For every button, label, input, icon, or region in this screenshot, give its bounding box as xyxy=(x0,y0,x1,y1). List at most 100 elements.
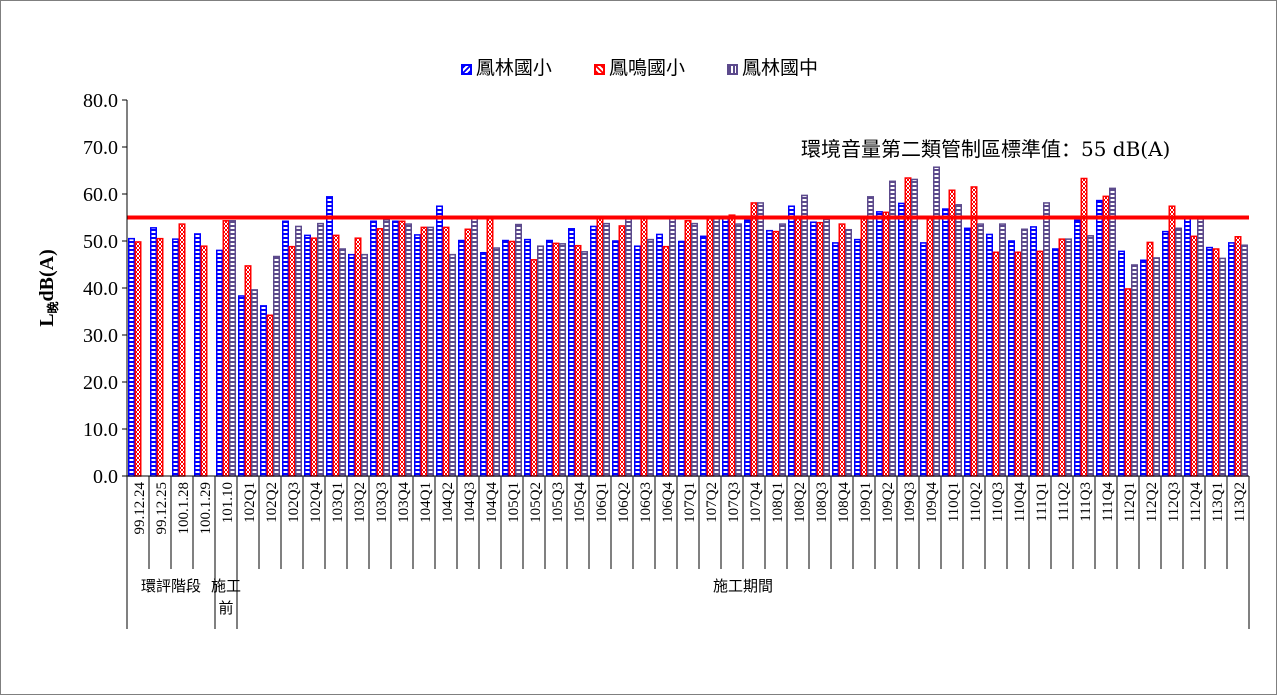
bar-series-3-106Q2 xyxy=(625,218,632,477)
legend-label-series-2: 鳳鳴國小 xyxy=(608,57,685,79)
x-tick-label-108Q1: 108Q1 xyxy=(770,482,786,523)
x-tick-label-102Q1: 102Q1 xyxy=(242,482,258,523)
bar-series-2-110Q3 xyxy=(992,251,1000,477)
legend: 鳳林國小 鳳鳴國小 鳳林國中 xyxy=(1,53,1277,80)
bar-series-1-111Q3 xyxy=(1074,219,1081,477)
x-tick-label-105Q4: 105Q4 xyxy=(572,482,588,523)
x-tick-label-109Q1: 109Q1 xyxy=(858,482,874,523)
y-tick-label-0: 0.0 xyxy=(93,466,118,488)
bar-series-3-107Q4 xyxy=(757,202,764,477)
bar-series-3-104Q2 xyxy=(449,253,456,477)
x-tick-label-99.12.25: 99.12.25 xyxy=(154,482,170,535)
bar-series-1-111Q2 xyxy=(1052,248,1059,477)
legend-item-series-2: 鳳鳴國小 xyxy=(593,53,685,80)
bar-series-3-109Q3 xyxy=(911,178,918,477)
x-tick-label-113Q2: 113Q2 xyxy=(1232,482,1248,522)
bar-series-3-102Q1 xyxy=(251,289,258,477)
bar-series-1-112Q4 xyxy=(1184,216,1191,477)
bar-series-3-110Q3 xyxy=(999,223,1006,477)
legend-swatch-series-3 xyxy=(727,64,739,75)
bar-series-2-109Q1 xyxy=(860,218,868,477)
bar-series-2-109Q2 xyxy=(882,211,890,477)
bar-series-2-107Q4 xyxy=(750,202,758,477)
x-tick-label-102Q3: 102Q3 xyxy=(286,482,302,523)
x-tick-label-107Q3: 107Q3 xyxy=(726,482,742,523)
x-tick-label-105Q2: 105Q2 xyxy=(528,482,544,523)
y-tick-label-3: 30.0 xyxy=(83,325,118,347)
bar-series-3-111Q1 xyxy=(1043,202,1050,477)
bar-series-1-109Q1 xyxy=(854,238,861,477)
bar-series-1-107Q4 xyxy=(744,219,751,477)
x-tick-label-107Q1: 107Q1 xyxy=(682,482,698,523)
bar-series-2-99.12.24 xyxy=(134,241,142,477)
y-axis-label-unit: dB(A) xyxy=(36,249,58,301)
bar-series-3-110Q4 xyxy=(1021,228,1028,477)
bar-series-1-104Q4 xyxy=(480,252,487,477)
bar-series-2-108Q2 xyxy=(794,215,802,477)
bar-series-3-103Q1 xyxy=(339,248,346,477)
bar-series-1-110Q2 xyxy=(964,227,971,477)
bar-series-2-112Q2 xyxy=(1146,241,1154,477)
bar-series-2-108Q4 xyxy=(838,223,846,477)
bar-series-1-112Q3 xyxy=(1162,230,1169,477)
y-tick-label-8: 80.0 xyxy=(83,90,118,112)
x-tick-label-112Q2: 112Q2 xyxy=(1144,482,1160,522)
bar-series-2-113Q1 xyxy=(1212,248,1220,477)
bar-series-3-113Q2 xyxy=(1241,244,1248,477)
bar-series-3-111Q2 xyxy=(1065,238,1072,477)
bar-series-1-109Q4 xyxy=(920,242,927,477)
bar-series-3-113Q1 xyxy=(1219,257,1226,477)
x-tick-label-109Q3: 109Q3 xyxy=(902,482,918,523)
bar-series-2-105Q3 xyxy=(552,242,560,477)
bar-series-2-106Q2 xyxy=(618,225,626,477)
x-tick-label-102Q4: 102Q4 xyxy=(308,482,324,523)
bar-series-1-105Q2 xyxy=(524,238,531,477)
reference-line-label: 環境音量第二類管制區標準值：55 dB(A) xyxy=(801,137,1171,161)
bar-series-2-113Q2 xyxy=(1234,236,1242,477)
bar-series-1-102Q1 xyxy=(238,295,245,477)
bar-series-2-112Q4 xyxy=(1190,235,1198,477)
bar-series-1-105Q3 xyxy=(546,239,553,477)
bar-series-1-108Q3 xyxy=(810,221,817,477)
x-tick-label-104Q3: 104Q3 xyxy=(462,482,478,523)
bar-series-3-108Q2 xyxy=(801,194,808,477)
bar-series-2-109Q3 xyxy=(904,177,912,477)
bar-series-1-106Q4 xyxy=(656,233,663,477)
bar-series-2-109Q4 xyxy=(926,217,934,477)
bar-series-3-111Q4 xyxy=(1109,187,1116,477)
bar-series-3-107Q1 xyxy=(691,222,698,477)
x-tick-label-99.12.24: 99.12.24 xyxy=(132,482,148,535)
x-tick-label-111Q4: 111Q4 xyxy=(1100,482,1116,522)
bar-series-3-102Q3 xyxy=(295,225,302,477)
bar-series-2-104Q4 xyxy=(486,217,494,477)
bar-series-3-105Q3 xyxy=(559,243,566,477)
x-tick-label-112Q1: 112Q1 xyxy=(1122,482,1138,522)
x-tick-label-112Q4: 112Q4 xyxy=(1188,482,1204,523)
x-tick-label-103Q3: 103Q3 xyxy=(374,482,390,523)
y-axis-label-subscript: 晚 xyxy=(45,301,60,313)
x-tick-label-110Q3: 110Q3 xyxy=(990,482,1006,522)
bar-series-3-107Q2 xyxy=(713,216,720,477)
bar-series-3-103Q3 xyxy=(383,219,390,477)
x-tick-label-108Q4: 108Q4 xyxy=(836,482,852,523)
bar-series-2-102Q3 xyxy=(288,245,296,477)
bar-series-1-110Q4 xyxy=(1008,240,1015,477)
y-tick-label-6: 60.0 xyxy=(83,184,118,206)
bar-series-1-104Q3 xyxy=(458,239,465,477)
bar-series-1-103Q3 xyxy=(370,220,377,477)
x-tick-label-103Q1: 103Q1 xyxy=(330,482,346,523)
y-tick-label-1: 10.0 xyxy=(83,419,118,441)
bar-series-1-101.10 xyxy=(216,249,223,477)
group-label-2-0: 施工期間 xyxy=(713,577,773,595)
bar-series-2-105Q2 xyxy=(530,259,538,477)
x-tick-label-112Q3: 112Q3 xyxy=(1166,482,1182,522)
group-label-0-0: 環評階段 xyxy=(141,577,201,595)
bar-series-1-104Q2 xyxy=(436,205,443,477)
bar-series-1-100.1.28 xyxy=(172,238,179,477)
bar-series-2-110Q2 xyxy=(970,186,978,477)
bar-series-1-110Q1 xyxy=(942,208,949,477)
bar-series-2-108Q3 xyxy=(816,221,824,477)
x-tick-label-110Q2: 110Q2 xyxy=(968,482,984,522)
bar-series-1-109Q3 xyxy=(898,202,905,477)
